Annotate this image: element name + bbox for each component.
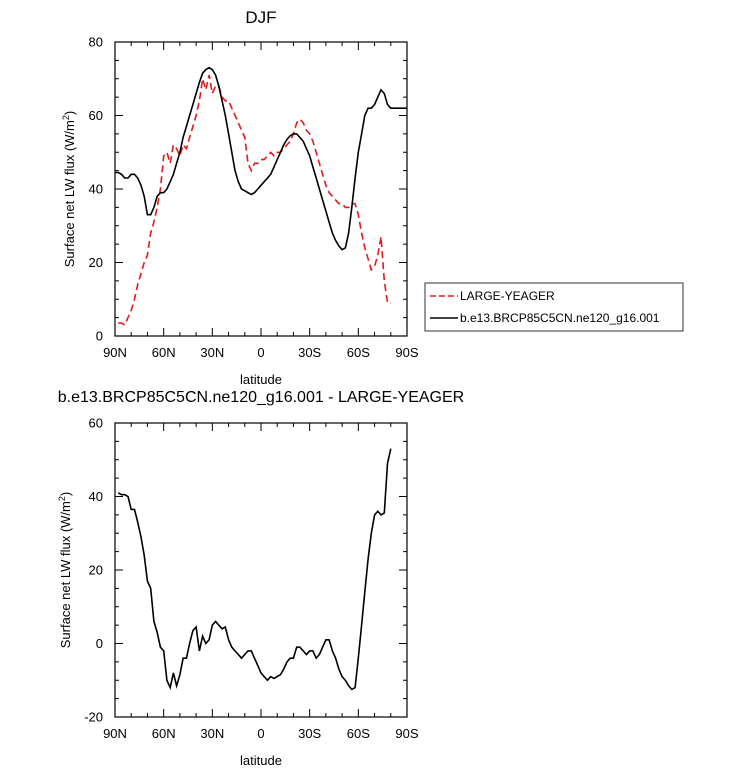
top-x-tick-label: 90N (103, 345, 127, 360)
top-y-axis-label: Surface net LW flux (W/m2) (61, 111, 77, 268)
legend: LARGE-YEAGER b.e13.BRCP85C5CN.ne120_g16.… (424, 282, 684, 332)
bottom-x-tick-label: 60N (152, 726, 176, 741)
bottom-x-tick-labels: 90N 60N 30N 0 30S 60S 90S (103, 726, 419, 741)
bottom-x-tick-label: 30S (298, 726, 321, 741)
top-x-tick-labels: 90N 60N 30N 0 30S 60S 90S (103, 345, 419, 360)
top-y-tick-label: 20 (89, 255, 103, 270)
bottom-y-axis-label-sup: 2 (57, 496, 67, 501)
bottom-y-axis-label-tail: ) (58, 492, 73, 496)
top-x-tick-label: 0 (257, 345, 264, 360)
top-chart-title: DJF (245, 8, 276, 27)
bottom-x-axis-label: latitude (240, 753, 282, 768)
top-y-axis-label-sup: 2 (61, 115, 71, 120)
bottom-x-tick-label: 90S (395, 726, 418, 741)
top-y-tick-label: 40 (89, 182, 103, 197)
bottom-x-tick-label: 0 (257, 726, 264, 741)
top-chart: DJF 90N 60N 30N 0 30S 60S 90S 0 20 40 60 80 latitu… (61, 8, 419, 387)
bottom-y-tick-labels: -20 0 20 40 60 (84, 416, 103, 725)
top-x-tick-label: 60S (347, 345, 370, 360)
bottom-tick-marks (114, 422, 408, 718)
top-series-large-yeager-line (118, 74, 391, 327)
bottom-y-axis-label-main: Surface net LW flux (W/m (58, 501, 73, 648)
bottom-series-difference-line (117, 448, 392, 691)
bottom-x-tick-label: 30N (200, 726, 224, 741)
legend-label-large-yeager: LARGE-YEAGER (460, 289, 555, 303)
top-y-tick-label: 0 (96, 329, 103, 344)
bottom-chart-title: b.e13.BRCP85C5CN.ne120_g16.001 - LARGE-Y… (58, 389, 464, 406)
bottom-y-tick-label: -20 (84, 710, 103, 725)
top-x-tick-label: 90S (395, 345, 418, 360)
bottom-y-tick-label: 20 (89, 563, 103, 578)
top-x-tick-label: 30N (200, 345, 224, 360)
legend-box (424, 282, 684, 332)
bottom-y-tick-label: 0 (96, 636, 103, 651)
bottom-x-tick-label: 90N (103, 726, 127, 741)
bottom-x-tick-label: 60S (347, 726, 370, 741)
bottom-chart: b.e13.BRCP85C5CN.ne120_g16.001 - LARGE-Y… (57, 389, 464, 768)
bottom-y-tick-label: 60 (89, 416, 103, 431)
top-y-tick-label: 60 (89, 108, 103, 123)
top-y-tick-label: 80 (89, 35, 103, 50)
top-plot-frame (114, 41, 408, 337)
top-tick-marks (114, 41, 408, 337)
top-series-model-line (115, 66, 407, 251)
legend-label-model: b.e13.BRCP85C5CN.ne120_g16.001 (460, 311, 660, 325)
bottom-y-tick-label: 40 (89, 489, 103, 504)
top-x-tick-label: 60N (152, 345, 176, 360)
bottom-y-axis-label: Surface net LW flux (W/m2) (57, 492, 73, 649)
top-y-axis-label-main: Surface net LW flux (W/m (62, 120, 77, 267)
top-x-tick-label: 30S (298, 345, 321, 360)
top-y-tick-labels: 0 20 40 60 80 (89, 35, 103, 344)
top-x-axis-label: latitude (240, 372, 282, 387)
top-y-axis-label-tail: ) (62, 111, 77, 115)
